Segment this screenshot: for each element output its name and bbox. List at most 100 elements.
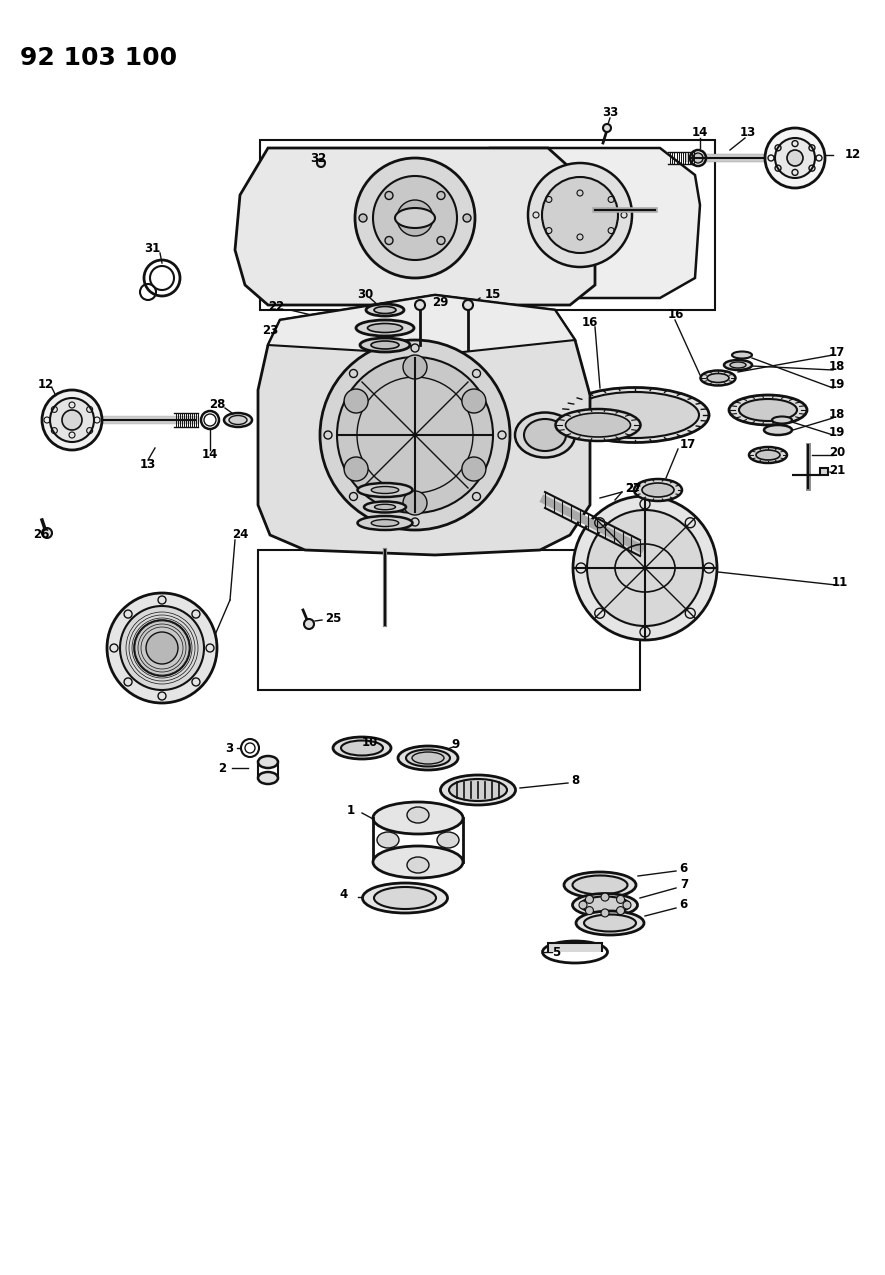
Circle shape xyxy=(437,237,445,245)
Ellipse shape xyxy=(573,894,637,917)
Circle shape xyxy=(42,390,102,450)
Ellipse shape xyxy=(333,737,391,759)
Ellipse shape xyxy=(707,374,729,382)
Circle shape xyxy=(320,340,510,530)
Circle shape xyxy=(586,907,594,914)
Text: 13: 13 xyxy=(740,126,756,139)
Circle shape xyxy=(403,354,427,379)
Ellipse shape xyxy=(642,483,674,497)
Text: 31: 31 xyxy=(144,241,160,255)
Ellipse shape xyxy=(224,413,252,427)
Text: 6: 6 xyxy=(680,899,688,912)
Circle shape xyxy=(463,214,471,222)
Text: 7: 7 xyxy=(680,878,688,891)
Circle shape xyxy=(603,124,611,133)
Circle shape xyxy=(415,300,425,310)
Text: 92 103 100: 92 103 100 xyxy=(20,46,177,70)
Ellipse shape xyxy=(358,516,412,530)
Ellipse shape xyxy=(584,914,636,932)
Ellipse shape xyxy=(366,303,404,316)
Circle shape xyxy=(775,138,815,178)
Ellipse shape xyxy=(571,391,699,439)
Text: 21: 21 xyxy=(828,464,845,477)
Ellipse shape xyxy=(407,807,429,822)
Ellipse shape xyxy=(730,362,746,368)
Circle shape xyxy=(337,357,493,513)
Circle shape xyxy=(403,491,427,515)
Text: 27: 27 xyxy=(625,482,642,495)
Text: 17: 17 xyxy=(680,439,696,451)
Ellipse shape xyxy=(701,371,735,385)
Circle shape xyxy=(355,158,475,278)
Text: 19: 19 xyxy=(828,379,845,391)
Ellipse shape xyxy=(756,450,780,460)
Text: 8: 8 xyxy=(572,774,580,787)
Circle shape xyxy=(42,528,52,538)
Text: 33: 33 xyxy=(602,107,618,120)
Circle shape xyxy=(397,200,433,236)
Ellipse shape xyxy=(371,519,399,527)
Circle shape xyxy=(528,163,632,266)
Text: 22: 22 xyxy=(268,301,284,314)
Ellipse shape xyxy=(371,487,399,493)
Circle shape xyxy=(50,398,94,442)
Ellipse shape xyxy=(437,833,459,848)
Polygon shape xyxy=(792,468,828,476)
Text: 30: 30 xyxy=(357,288,373,301)
Ellipse shape xyxy=(229,416,247,425)
Text: 10: 10 xyxy=(362,736,378,748)
Circle shape xyxy=(344,456,368,481)
Ellipse shape xyxy=(573,876,627,895)
Circle shape xyxy=(587,510,703,626)
Polygon shape xyxy=(235,148,595,305)
Text: 18: 18 xyxy=(828,361,845,374)
Ellipse shape xyxy=(580,896,630,913)
Ellipse shape xyxy=(341,741,383,756)
Text: 16: 16 xyxy=(581,315,598,329)
Text: 24: 24 xyxy=(232,529,249,542)
Ellipse shape xyxy=(367,324,403,333)
Text: 17: 17 xyxy=(828,346,845,358)
Circle shape xyxy=(623,901,631,909)
Text: 16: 16 xyxy=(668,309,684,321)
Ellipse shape xyxy=(449,779,507,801)
Circle shape xyxy=(107,593,217,703)
Text: 32: 32 xyxy=(310,152,327,164)
Text: 13: 13 xyxy=(140,459,156,472)
Text: 4: 4 xyxy=(340,889,348,901)
Text: 11: 11 xyxy=(832,575,848,589)
Ellipse shape xyxy=(373,847,463,878)
Ellipse shape xyxy=(556,409,641,441)
Circle shape xyxy=(579,901,587,909)
Ellipse shape xyxy=(739,399,797,421)
Ellipse shape xyxy=(258,771,278,784)
Text: 9: 9 xyxy=(451,738,460,751)
Circle shape xyxy=(573,496,717,640)
Circle shape xyxy=(134,620,190,676)
Polygon shape xyxy=(548,944,602,952)
Ellipse shape xyxy=(764,425,792,435)
Ellipse shape xyxy=(515,413,575,458)
Ellipse shape xyxy=(732,352,752,358)
Ellipse shape xyxy=(374,504,396,510)
Ellipse shape xyxy=(371,340,399,349)
Text: 19: 19 xyxy=(828,426,845,439)
Ellipse shape xyxy=(398,746,458,770)
Text: 27: 27 xyxy=(625,482,642,495)
Circle shape xyxy=(437,191,445,199)
Ellipse shape xyxy=(374,306,396,314)
Text: 23: 23 xyxy=(262,324,278,337)
Circle shape xyxy=(304,618,314,629)
Text: 14: 14 xyxy=(202,449,219,462)
Ellipse shape xyxy=(576,912,644,935)
Circle shape xyxy=(344,389,368,413)
Ellipse shape xyxy=(412,752,444,764)
Circle shape xyxy=(601,909,609,917)
Ellipse shape xyxy=(406,750,450,766)
Text: 18: 18 xyxy=(828,408,845,422)
Ellipse shape xyxy=(524,419,566,451)
Ellipse shape xyxy=(360,338,410,352)
Ellipse shape xyxy=(441,775,515,805)
Text: 14: 14 xyxy=(692,126,708,139)
Circle shape xyxy=(120,606,204,690)
